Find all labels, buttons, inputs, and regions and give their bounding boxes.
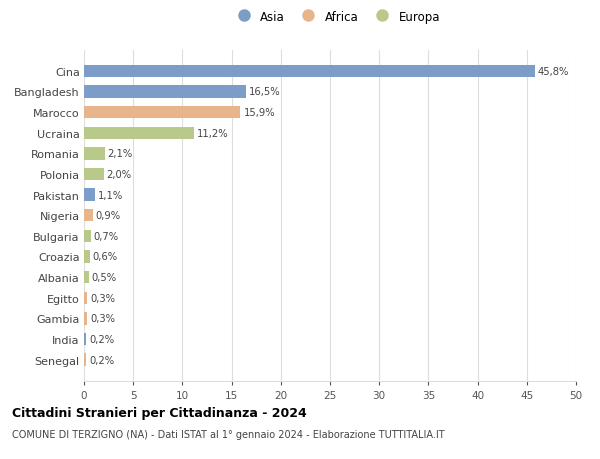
Bar bbox=[84, 230, 91, 242]
Bar bbox=[84, 106, 241, 119]
Text: 0,5%: 0,5% bbox=[92, 273, 117, 282]
Text: 15,9%: 15,9% bbox=[244, 108, 275, 118]
Bar bbox=[84, 66, 535, 78]
Text: 0,7%: 0,7% bbox=[94, 231, 119, 241]
Bar bbox=[84, 168, 104, 181]
Text: Cittadini Stranieri per Cittadinanza - 2024: Cittadini Stranieri per Cittadinanza - 2… bbox=[12, 406, 307, 419]
Bar bbox=[84, 353, 86, 366]
Text: 0,3%: 0,3% bbox=[90, 313, 115, 324]
Text: 11,2%: 11,2% bbox=[197, 129, 229, 139]
Text: 0,3%: 0,3% bbox=[90, 293, 115, 303]
Text: 0,2%: 0,2% bbox=[89, 334, 114, 344]
Text: 0,9%: 0,9% bbox=[96, 211, 121, 221]
Bar bbox=[84, 292, 87, 304]
Bar bbox=[84, 148, 104, 160]
Bar bbox=[84, 271, 89, 284]
Text: 2,1%: 2,1% bbox=[107, 149, 133, 159]
Text: 45,8%: 45,8% bbox=[538, 67, 569, 77]
Text: 1,1%: 1,1% bbox=[98, 190, 123, 200]
Bar bbox=[84, 251, 90, 263]
Text: 2,0%: 2,0% bbox=[107, 169, 132, 179]
Bar bbox=[84, 210, 93, 222]
Bar bbox=[84, 333, 86, 345]
Text: COMUNE DI TERZIGNO (NA) - Dati ISTAT al 1° gennaio 2024 - Elaborazione TUTTITALI: COMUNE DI TERZIGNO (NA) - Dati ISTAT al … bbox=[12, 429, 445, 439]
Text: 0,6%: 0,6% bbox=[93, 252, 118, 262]
Text: 0,2%: 0,2% bbox=[89, 355, 114, 365]
Text: 16,5%: 16,5% bbox=[250, 87, 281, 97]
Legend: Asia, Africa, Europa: Asia, Africa, Europa bbox=[229, 8, 443, 26]
Bar bbox=[84, 313, 87, 325]
Bar bbox=[84, 127, 194, 140]
Bar bbox=[84, 86, 247, 98]
Bar bbox=[84, 189, 95, 202]
